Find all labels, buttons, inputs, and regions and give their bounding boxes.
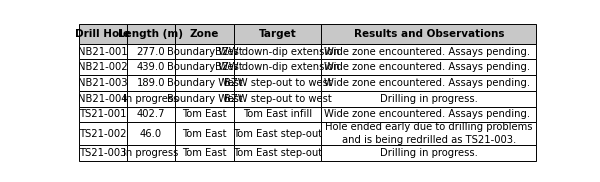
Text: 46.0: 46.0 (140, 129, 162, 139)
Text: Boundary West: Boundary West (167, 94, 242, 104)
Text: Boundary West: Boundary West (167, 62, 242, 72)
Text: Hole ended early due to drilling problems
and is being redrilled as TS21-003.: Hole ended early due to drilling problem… (325, 122, 533, 145)
Bar (175, 145, 234, 161)
Bar (127, 145, 175, 161)
Bar (127, 122, 175, 145)
Bar (127, 24, 175, 44)
Text: Drilling in progress.: Drilling in progress. (380, 148, 478, 158)
Text: Tom East: Tom East (182, 109, 227, 119)
Bar (321, 75, 536, 91)
Text: Drill Hole: Drill Hole (75, 29, 130, 39)
Bar (234, 122, 321, 145)
Text: 277.0: 277.0 (136, 47, 165, 57)
Text: 439.0: 439.0 (137, 62, 165, 72)
Text: BZW down-dip extension: BZW down-dip extension (215, 47, 340, 57)
Bar (321, 122, 536, 145)
Bar (175, 75, 234, 91)
Text: TS21-003: TS21-003 (79, 148, 127, 158)
Bar (321, 24, 536, 44)
Text: TS21-001: TS21-001 (79, 109, 127, 119)
Bar (234, 60, 321, 75)
Text: TS21-002: TS21-002 (79, 129, 127, 139)
Text: 402.7: 402.7 (137, 109, 165, 119)
Bar (79, 107, 127, 122)
Text: Drilling in progress.: Drilling in progress. (380, 94, 478, 104)
Bar (175, 107, 234, 122)
Bar (234, 145, 321, 161)
Text: Wide zone encountered. Assays pending.: Wide zone encountered. Assays pending. (324, 47, 530, 57)
Bar (234, 91, 321, 107)
Text: Tom East infill: Tom East infill (243, 109, 313, 119)
Text: Zone: Zone (190, 29, 219, 39)
Text: Tom East: Tom East (182, 148, 227, 158)
Text: BZW step-out to west: BZW step-out to west (224, 78, 332, 88)
Text: Boundary West: Boundary West (167, 47, 242, 57)
Bar (321, 107, 536, 122)
Text: NB21-001: NB21-001 (78, 47, 128, 57)
Text: Tom East: Tom East (182, 129, 227, 139)
Text: Results and Observations: Results and Observations (353, 29, 504, 39)
Text: Boundary West: Boundary West (167, 78, 242, 88)
Bar (79, 60, 127, 75)
Text: 189.0: 189.0 (137, 78, 165, 88)
Bar (321, 145, 536, 161)
Bar (234, 75, 321, 91)
Text: Tom East step-out: Tom East step-out (233, 148, 322, 158)
Text: Wide zone encountered. Assays pending.: Wide zone encountered. Assays pending. (324, 109, 530, 119)
Bar (175, 24, 234, 44)
Bar (234, 44, 321, 60)
Bar (127, 44, 175, 60)
Text: NB21-003: NB21-003 (78, 78, 127, 88)
Text: Length (m): Length (m) (118, 29, 183, 39)
Text: Target: Target (259, 29, 296, 39)
Bar (321, 44, 536, 60)
Bar (175, 44, 234, 60)
Bar (79, 145, 127, 161)
Bar (127, 60, 175, 75)
Bar (127, 91, 175, 107)
Bar (79, 24, 127, 44)
Bar (79, 75, 127, 91)
Bar (175, 122, 234, 145)
Text: In progress: In progress (123, 94, 178, 104)
Text: NB21-002: NB21-002 (78, 62, 128, 72)
Bar (79, 91, 127, 107)
Text: BZW down-dip extension: BZW down-dip extension (215, 62, 340, 72)
Bar (321, 91, 536, 107)
Bar (79, 44, 127, 60)
Bar (79, 122, 127, 145)
Bar (175, 60, 234, 75)
Bar (321, 60, 536, 75)
Text: Wide zone encountered. Assays pending.: Wide zone encountered. Assays pending. (324, 62, 530, 72)
Bar (127, 75, 175, 91)
Bar (234, 24, 321, 44)
Bar (127, 107, 175, 122)
Text: Wide zone encountered. Assays pending.: Wide zone encountered. Assays pending. (324, 78, 530, 88)
Text: BZW step-out to west: BZW step-out to west (224, 94, 332, 104)
Text: In progress: In progress (123, 148, 178, 158)
Text: NB21-004: NB21-004 (78, 94, 127, 104)
Bar (234, 107, 321, 122)
Text: Tom East step-out: Tom East step-out (233, 129, 322, 139)
Bar (175, 91, 234, 107)
